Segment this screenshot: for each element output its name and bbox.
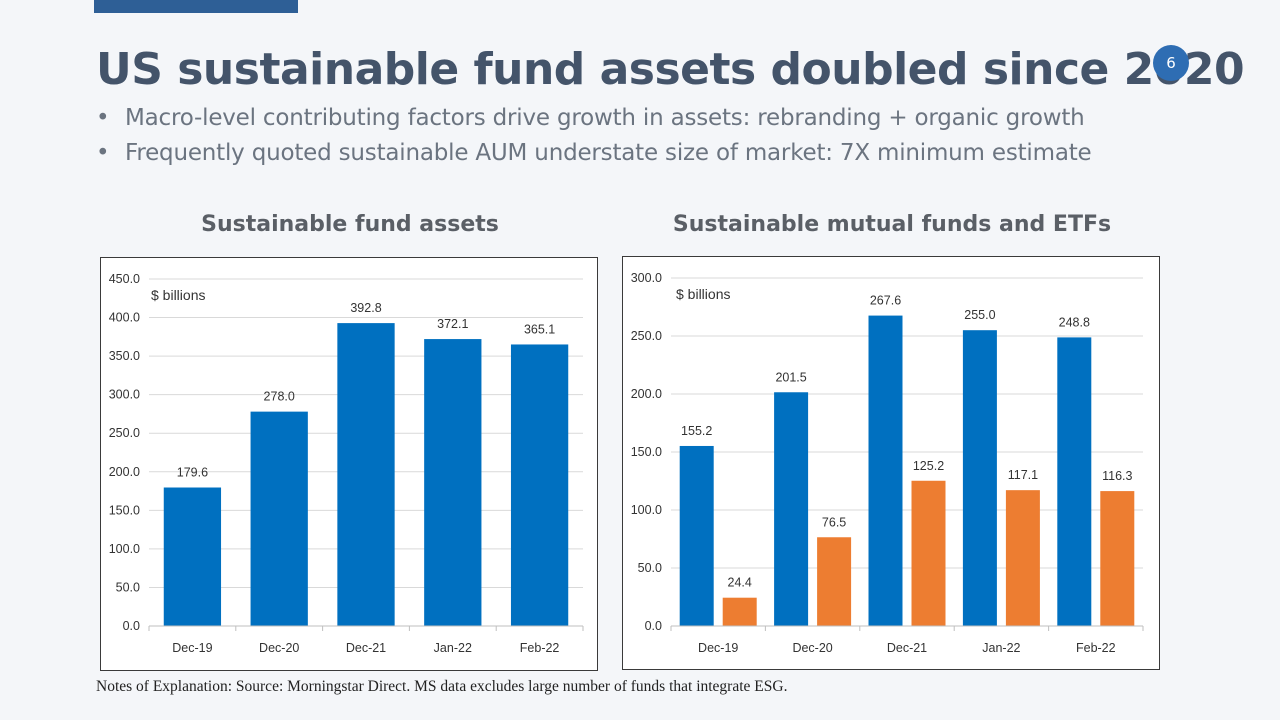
y-tick-label: 50.0: [638, 561, 662, 575]
chart-mutual-funds-etfs: 0.0 50.0 100.0 150.0 200.0 250.0 300.0 $ billio…: [622, 256, 1160, 670]
bar-etfs: [911, 480, 946, 626]
bar-mutual-funds: [1057, 337, 1092, 626]
unit-label: $ billions: [676, 286, 730, 302]
x-tick-label: Jan-22: [434, 641, 472, 655]
y-tick-label: 0.0: [645, 619, 662, 633]
y-tick-label: 200.0: [109, 465, 140, 479]
top-accent-bar: [94, 0, 298, 13]
x-tick-label: Feb-22: [520, 641, 560, 655]
x-tick-label: Dec-19: [698, 641, 738, 655]
y-tick-label: 200.0: [631, 387, 662, 401]
page-number-badge: 6: [1153, 45, 1189, 81]
y-tick-label: 50.0: [116, 580, 140, 594]
bullet-text: Frequently quoted sustainable AUM unders…: [125, 140, 1092, 166]
bar-sustainable-fund-assets: [250, 411, 308, 626]
bar-etfs: [817, 537, 852, 626]
data-label: 372.1: [437, 317, 468, 331]
y-tick-label: 100.0: [631, 503, 662, 517]
notes-of-explanation: Notes of Explanation: Source: Morningsta…: [96, 678, 788, 695]
bullet-dot-icon: •: [96, 105, 110, 131]
data-label: 365.1: [524, 322, 555, 336]
data-label: 267.6: [870, 294, 901, 308]
x-tick-label: Dec-20: [259, 641, 299, 655]
bar-mutual-funds: [774, 392, 809, 626]
data-label: 125.2: [913, 459, 944, 473]
y-tick-label: 400.0: [109, 311, 140, 325]
bullet-item: • Frequently quoted sustainable AUM under…: [96, 136, 1092, 171]
y-tick-label: 300.0: [631, 271, 662, 285]
x-tick-label: Dec-20: [792, 641, 832, 655]
x-tick-label: Dec-21: [887, 641, 927, 655]
slide-title: US sustainable fund assets doubled since…: [96, 44, 1245, 95]
x-tick-label: Dec-21: [346, 641, 386, 655]
chart-mutual-funds-etfs-plot: 0.0 50.0 100.0 150.0 200.0 250.0 300.0 $ billio…: [631, 271, 1144, 655]
unit-label: $ billions: [151, 287, 205, 303]
chart-fund-assets-plot: 0.0 50.0 100.0 150.0 200.0 250.0 300.0 350.0 400…: [109, 272, 584, 655]
bar-etfs: [722, 597, 757, 626]
bar-etfs: [1100, 491, 1135, 626]
x-tick-label: Jan-22: [982, 641, 1020, 655]
x-tick-label: Dec-19: [172, 641, 212, 655]
y-tick-label: 150.0: [109, 503, 140, 517]
chart-fund-assets: 0.0 50.0 100.0 150.0 200.0 250.0 300.0 350.0 400…: [100, 257, 598, 671]
bullet-dot-icon: •: [96, 140, 110, 166]
bar-sustainable-fund-assets: [424, 339, 482, 626]
bullet-text: Macro-level contributing factors drive g…: [125, 105, 1085, 131]
data-label: 76.5: [822, 515, 846, 529]
data-label: 155.2: [681, 424, 712, 438]
data-label: 201.5: [775, 370, 806, 384]
chart-title-fund-assets: Sustainable fund assets: [201, 212, 499, 237]
bar-sustainable-fund-assets: [337, 323, 395, 626]
bar-mutual-funds: [679, 445, 714, 626]
data-label: 179.6: [177, 466, 208, 480]
y-tick-label: 350.0: [109, 349, 140, 363]
data-label: 255.0: [964, 308, 995, 322]
data-label: 248.8: [1059, 315, 1090, 329]
y-tick-label: 450.0: [109, 272, 140, 286]
bar-mutual-funds: [868, 315, 903, 626]
data-label: 116.3: [1102, 469, 1132, 483]
x-tick-label: Feb-22: [1076, 641, 1116, 655]
bullet-item: • Macro-level contributing factors drive …: [96, 101, 1092, 136]
bar-mutual-funds: [962, 330, 997, 626]
bullet-list: • Macro-level contributing factors drive …: [96, 101, 1092, 171]
data-label: 278.0: [264, 390, 295, 404]
data-label: 392.8: [350, 301, 381, 315]
y-tick-label: 0.0: [123, 619, 140, 633]
y-tick-label: 250.0: [631, 329, 662, 343]
chart-title-mutual-funds-etfs: Sustainable mutual funds and ETFs: [672, 212, 1112, 237]
bar-sustainable-fund-assets: [163, 487, 222, 626]
y-tick-label: 250.0: [109, 426, 140, 440]
bar-etfs: [1005, 490, 1040, 626]
bar-sustainable-fund-assets: [510, 344, 569, 626]
data-label: 117.1: [1008, 468, 1038, 482]
data-label: 24.4: [728, 576, 752, 590]
y-tick-label: 300.0: [109, 388, 140, 402]
y-tick-label: 100.0: [109, 542, 140, 556]
y-tick-label: 150.0: [631, 445, 662, 459]
